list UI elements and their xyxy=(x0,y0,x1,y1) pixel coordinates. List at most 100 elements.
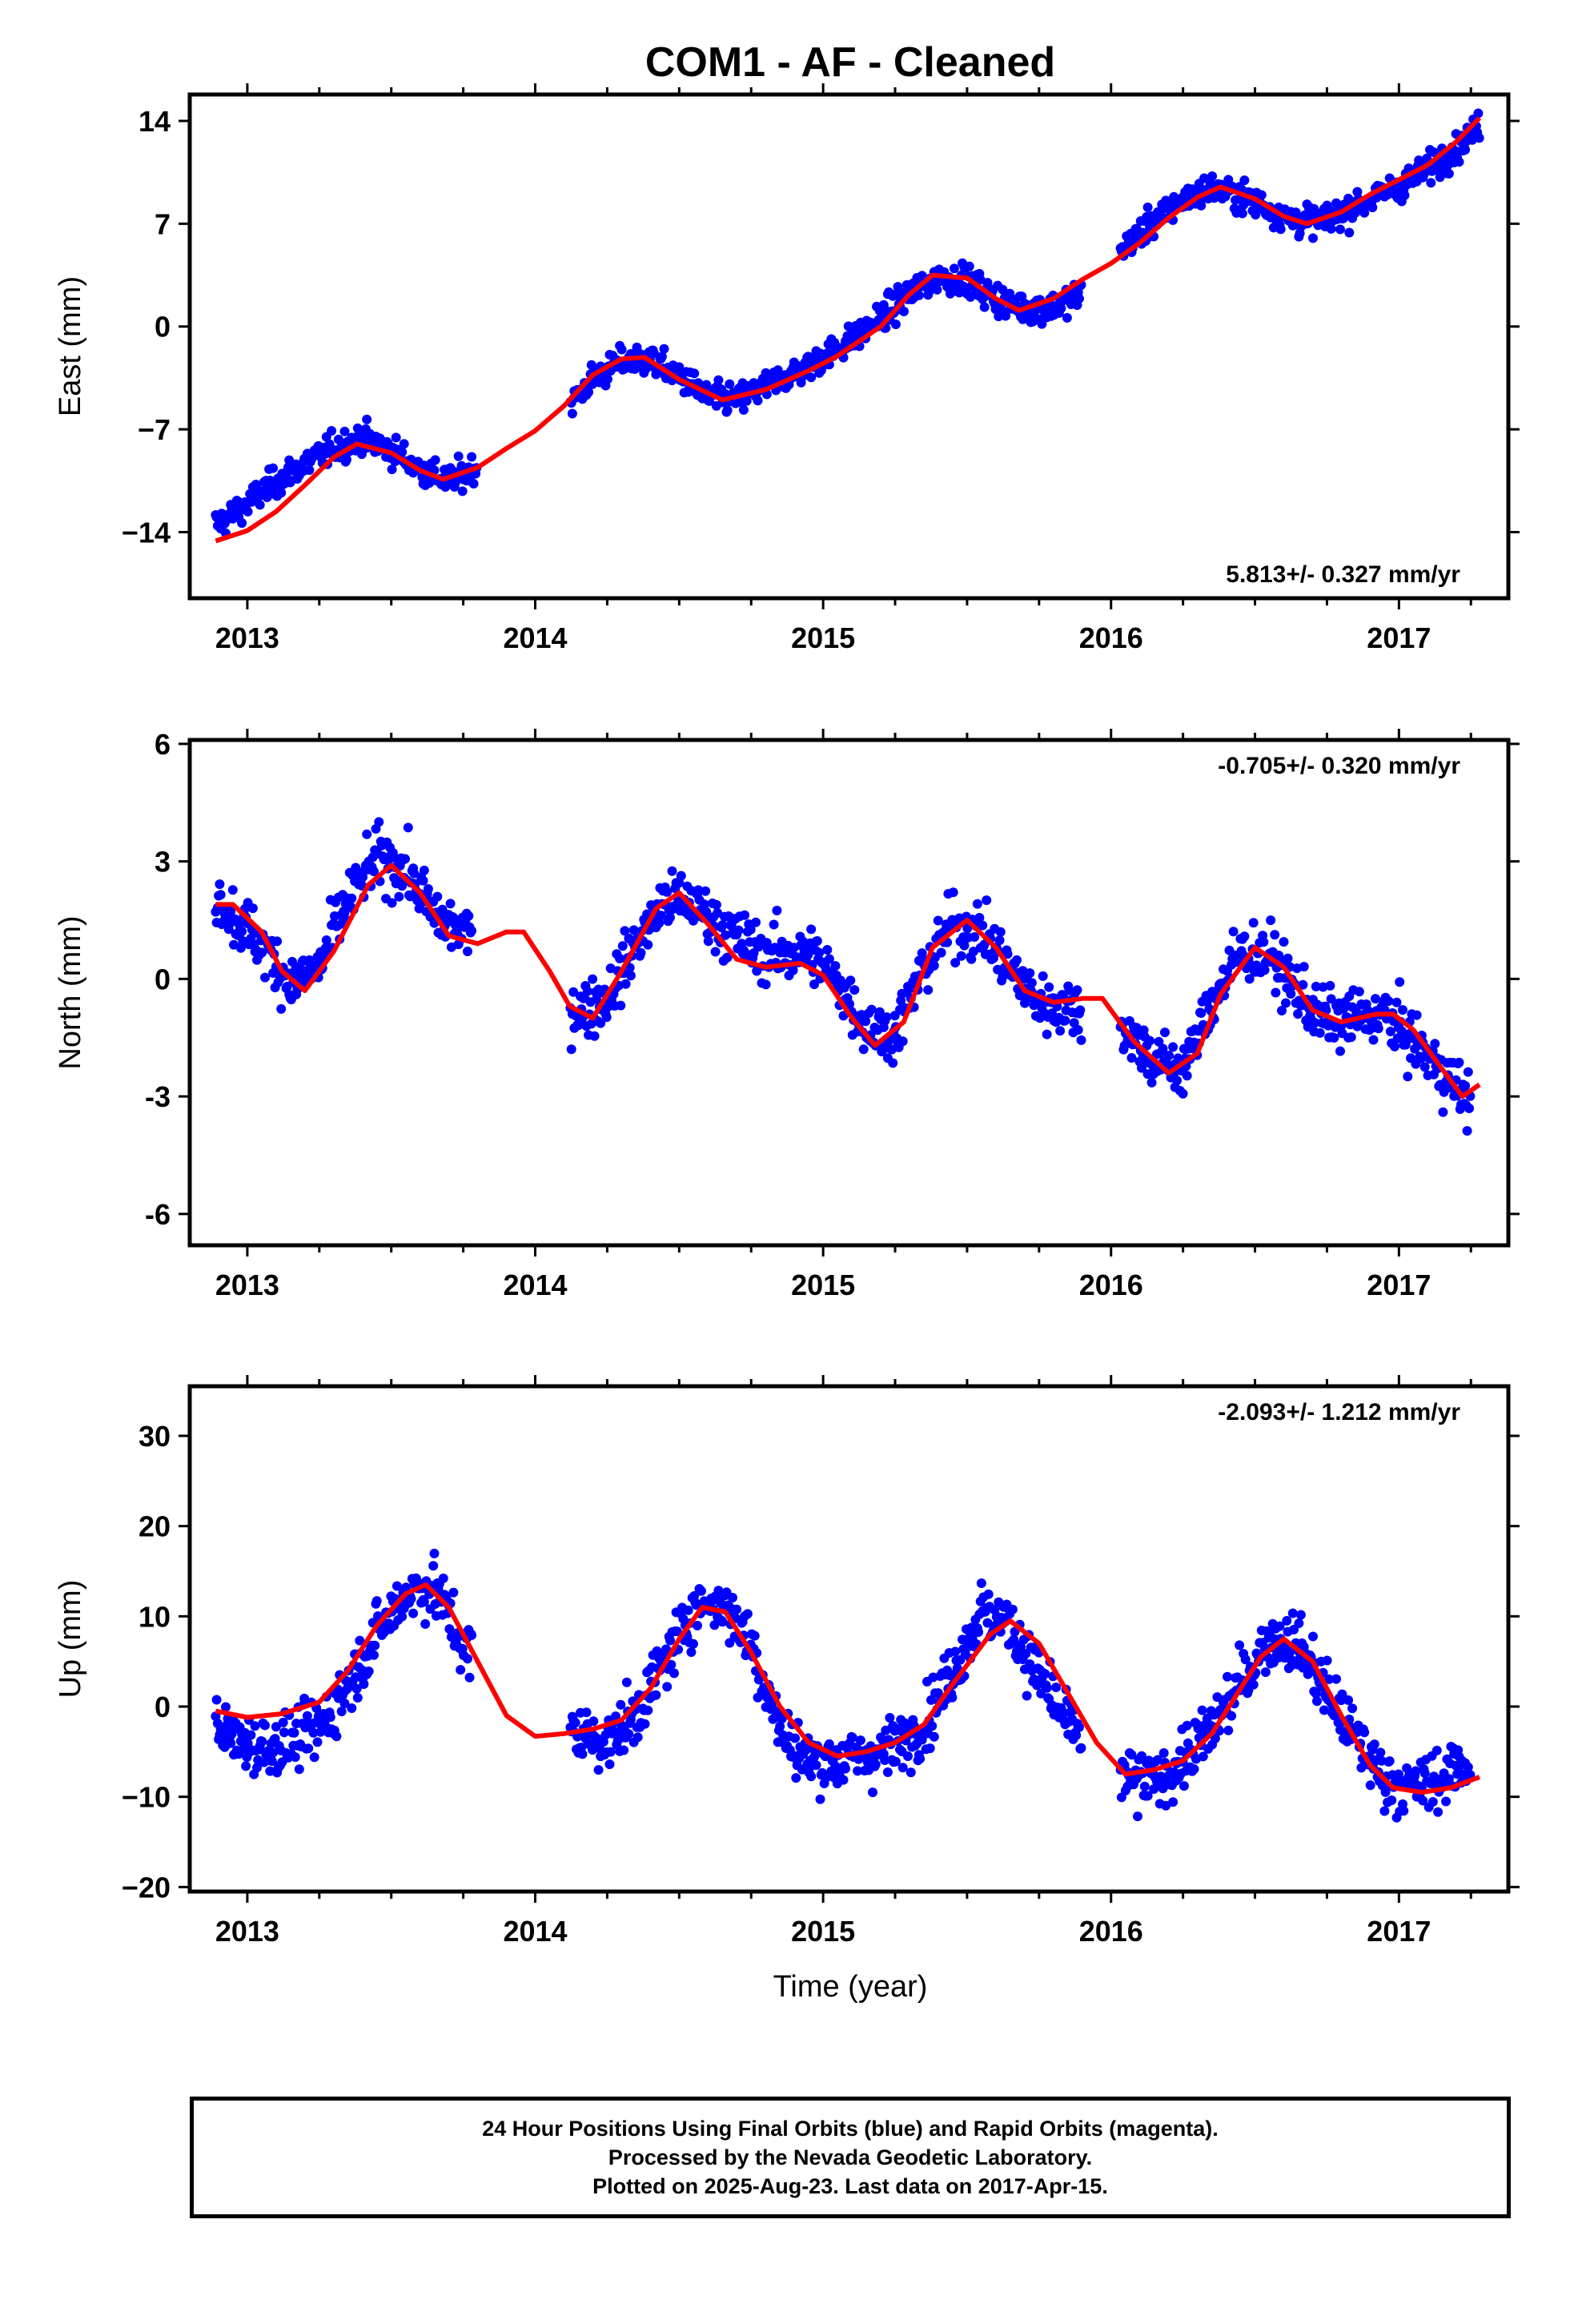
data-point xyxy=(362,414,372,424)
data-point xyxy=(1310,1018,1320,1028)
data-point xyxy=(936,947,946,958)
data-point xyxy=(1001,311,1011,321)
data-point xyxy=(588,974,598,984)
data-point xyxy=(387,464,397,475)
data-point xyxy=(1385,1027,1395,1036)
plot-frame xyxy=(187,738,1511,1248)
data-point xyxy=(983,1589,994,1599)
data-point xyxy=(950,958,961,968)
data-point xyxy=(1207,171,1218,181)
data-point xyxy=(1210,1733,1220,1743)
data-point xyxy=(665,912,675,923)
data-point xyxy=(1335,224,1345,235)
data-point xyxy=(733,925,744,935)
data-point xyxy=(672,1626,682,1637)
data-point xyxy=(247,903,258,914)
data-point xyxy=(982,1618,993,1628)
data-point xyxy=(1202,996,1212,1007)
data-point xyxy=(753,396,763,406)
data-point xyxy=(669,1668,679,1679)
data-point xyxy=(1145,1035,1155,1046)
data-point xyxy=(1126,1053,1137,1063)
data-point xyxy=(1012,955,1022,965)
data-point xyxy=(331,1731,342,1742)
data-point xyxy=(686,1647,697,1657)
y-tick-label: 0 xyxy=(155,963,171,995)
data-point xyxy=(788,965,798,975)
data-point xyxy=(1259,937,1269,947)
data-point xyxy=(1074,293,1084,304)
data-point xyxy=(1373,1023,1383,1034)
data-point xyxy=(885,1713,895,1723)
data-point xyxy=(806,1771,817,1782)
plot-frame xyxy=(187,1384,1511,1894)
data-point xyxy=(970,932,980,942)
data-point xyxy=(847,1732,857,1743)
data-point xyxy=(287,956,297,967)
daily-position-points xyxy=(211,1548,1476,1823)
data-point xyxy=(1198,1751,1208,1762)
data-point xyxy=(952,1663,962,1674)
data-point xyxy=(881,1012,892,1023)
x-tick-label: 2016 xyxy=(1079,621,1143,654)
data-point xyxy=(1430,1039,1440,1049)
data-point xyxy=(403,822,413,833)
data-point xyxy=(1277,1006,1287,1015)
data-point xyxy=(775,1721,785,1731)
x-tick-label: 2014 xyxy=(503,1269,567,1301)
data-point xyxy=(1074,1722,1084,1732)
data-point xyxy=(1326,223,1336,234)
data-point xyxy=(467,1630,477,1640)
data-point xyxy=(246,1730,256,1740)
data-point xyxy=(1235,1640,1245,1651)
data-point xyxy=(1473,108,1484,119)
velocity-rate-label: -0.705+/- 0.320 mm/yr xyxy=(1218,753,1460,779)
data-point xyxy=(216,1730,227,1740)
data-point xyxy=(581,1707,592,1718)
data-point xyxy=(811,1760,821,1771)
data-point xyxy=(628,925,639,935)
data-point xyxy=(1390,1041,1399,1051)
data-point xyxy=(1331,1674,1341,1684)
data-point xyxy=(601,1012,612,1023)
data-point xyxy=(1369,1739,1379,1750)
data-point xyxy=(257,947,267,958)
data-point xyxy=(325,1712,335,1723)
data-point xyxy=(1062,312,1072,323)
data-point xyxy=(268,463,279,473)
data-point xyxy=(391,432,401,443)
data-point xyxy=(418,875,428,886)
data-point xyxy=(824,954,834,964)
data-point xyxy=(271,1722,281,1732)
data-point xyxy=(272,936,283,947)
data-point xyxy=(577,1749,588,1759)
data-point xyxy=(659,344,669,354)
data-point xyxy=(394,891,404,902)
data-point xyxy=(838,1775,849,1785)
data-point xyxy=(570,1718,580,1728)
data-point xyxy=(391,1581,402,1591)
data-point xyxy=(741,396,752,406)
data-point xyxy=(290,1752,300,1763)
data-point xyxy=(267,1756,277,1767)
data-point xyxy=(1375,1747,1386,1758)
data-point xyxy=(689,1638,698,1649)
panel-east: −14 −7 0 7 14 2013 2014 2015 2016 2017 East (mm) 5.… xyxy=(54,83,1520,654)
data-point xyxy=(432,891,443,902)
data-point xyxy=(397,447,408,457)
chart-title: COM1 - AF - Cleaned xyxy=(645,39,1055,86)
data-point xyxy=(605,1747,616,1757)
data-point xyxy=(722,405,733,416)
data-point xyxy=(1380,1787,1391,1797)
data-point xyxy=(994,935,1005,946)
data-point xyxy=(339,1699,350,1709)
data-point xyxy=(1431,1745,1442,1755)
data-point xyxy=(1346,1032,1356,1043)
data-point xyxy=(611,1711,620,1722)
data-point xyxy=(929,960,939,971)
data-point xyxy=(1137,1751,1146,1761)
data-point xyxy=(1275,224,1286,235)
data-point xyxy=(899,306,909,316)
data-point xyxy=(589,1031,600,1041)
